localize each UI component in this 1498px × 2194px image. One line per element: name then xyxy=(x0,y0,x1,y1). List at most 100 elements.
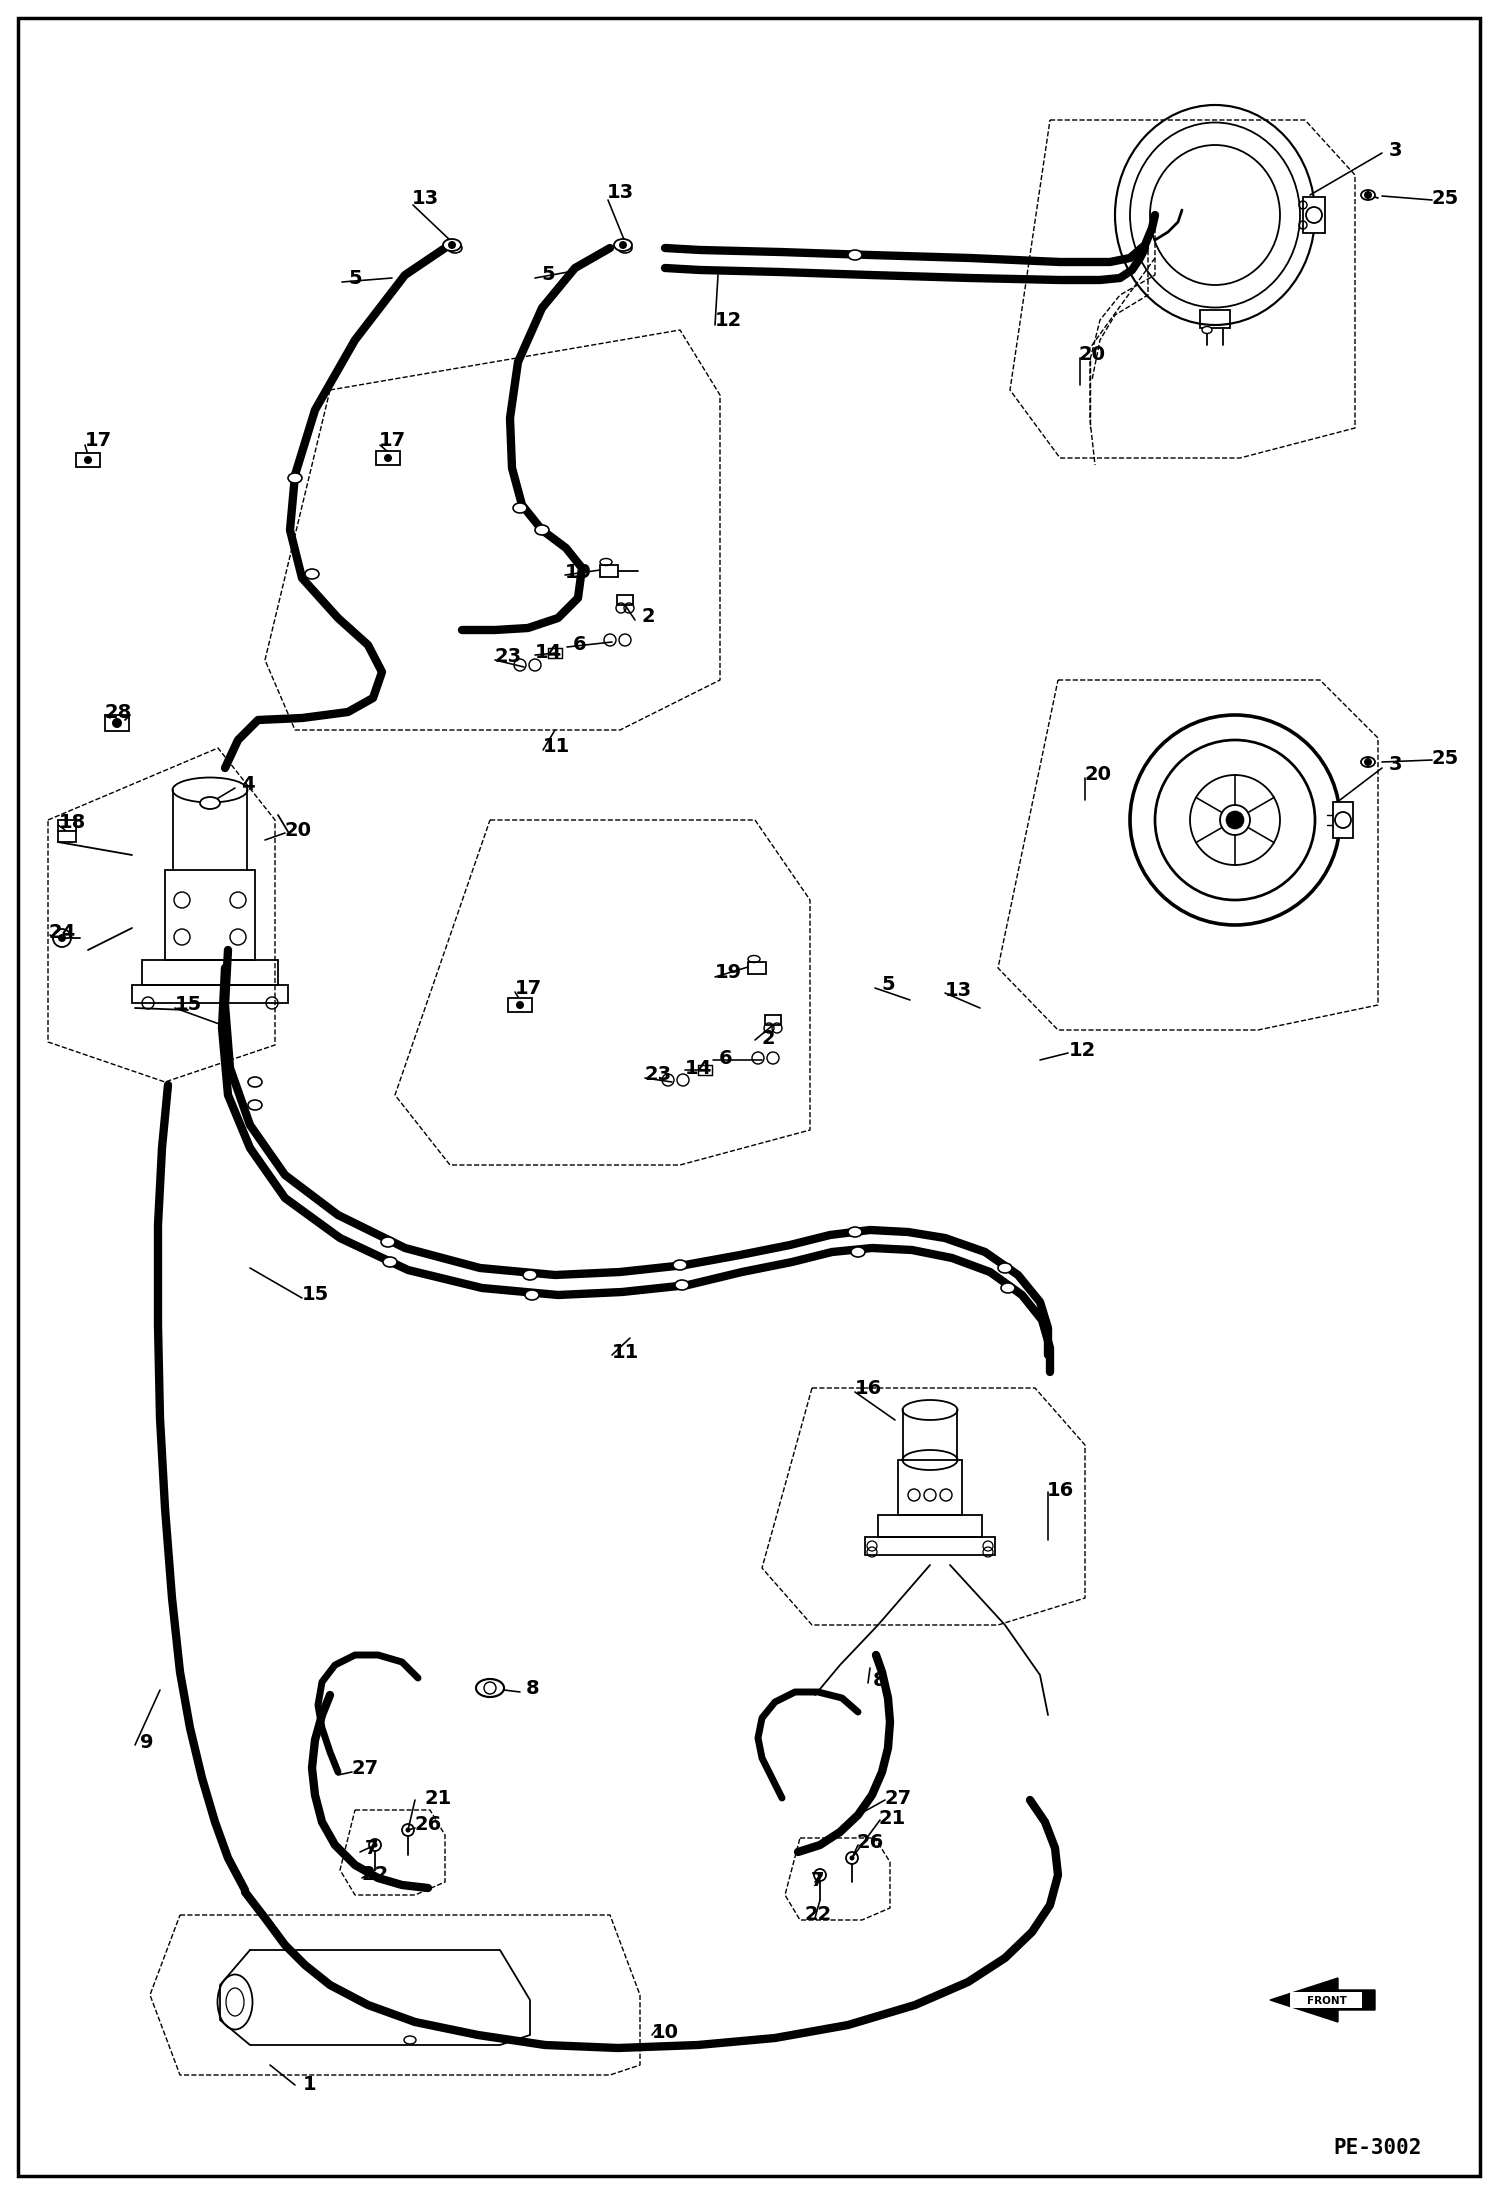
Ellipse shape xyxy=(523,1270,536,1279)
Ellipse shape xyxy=(249,1099,262,1110)
Text: 9: 9 xyxy=(141,1733,154,1751)
Ellipse shape xyxy=(476,1678,503,1696)
Ellipse shape xyxy=(676,1279,689,1290)
Text: 25: 25 xyxy=(1432,748,1459,768)
Circle shape xyxy=(515,1000,524,1009)
Text: 2: 2 xyxy=(761,1029,774,1047)
Ellipse shape xyxy=(998,1264,1013,1273)
Text: 7: 7 xyxy=(812,1871,825,1889)
Circle shape xyxy=(84,456,91,463)
Text: PE-3002: PE-3002 xyxy=(1333,2137,1422,2159)
Text: 12: 12 xyxy=(715,312,742,329)
Circle shape xyxy=(406,1828,410,1832)
Text: 20: 20 xyxy=(285,821,312,840)
Text: 5: 5 xyxy=(881,976,894,994)
Ellipse shape xyxy=(380,1237,395,1246)
Ellipse shape xyxy=(306,568,319,579)
Bar xyxy=(1200,309,1230,327)
Text: 6: 6 xyxy=(719,1049,733,1068)
Bar xyxy=(698,1064,712,1075)
Bar xyxy=(105,715,129,731)
Text: 16: 16 xyxy=(1047,1481,1074,1499)
Text: 5: 5 xyxy=(541,265,554,285)
Bar xyxy=(864,1538,995,1556)
Text: 13: 13 xyxy=(944,981,972,1000)
Ellipse shape xyxy=(851,1246,864,1257)
Bar xyxy=(897,1459,962,1516)
Text: 12: 12 xyxy=(1068,1040,1095,1060)
Text: FRONT: FRONT xyxy=(1308,1997,1347,2005)
Text: 23: 23 xyxy=(494,647,521,667)
Polygon shape xyxy=(1270,1979,1375,2023)
Bar xyxy=(617,595,634,606)
Text: 14: 14 xyxy=(535,643,562,663)
Bar xyxy=(1303,197,1326,233)
Ellipse shape xyxy=(1362,757,1375,768)
Text: 3: 3 xyxy=(1389,755,1402,774)
Circle shape xyxy=(849,1856,854,1861)
Bar xyxy=(548,647,562,658)
Text: 18: 18 xyxy=(58,812,85,832)
Text: 22: 22 xyxy=(361,1865,388,1885)
Bar xyxy=(765,1016,780,1025)
Bar xyxy=(508,998,532,1011)
Bar xyxy=(376,452,400,465)
Bar xyxy=(878,1516,983,1538)
Circle shape xyxy=(448,241,455,248)
Text: 11: 11 xyxy=(611,1343,638,1362)
Text: 26: 26 xyxy=(415,1814,442,1834)
Ellipse shape xyxy=(848,250,861,261)
Text: 21: 21 xyxy=(878,1808,906,1828)
Ellipse shape xyxy=(201,796,220,810)
Text: 15: 15 xyxy=(174,996,202,1014)
Circle shape xyxy=(112,717,121,728)
Text: 23: 23 xyxy=(644,1066,671,1084)
Text: 26: 26 xyxy=(857,1832,884,1852)
Text: 27: 27 xyxy=(352,1760,379,1777)
Circle shape xyxy=(1365,757,1372,766)
Text: 1: 1 xyxy=(303,2076,316,2095)
Circle shape xyxy=(58,935,66,941)
Text: 17: 17 xyxy=(84,430,111,450)
Text: 25: 25 xyxy=(1432,189,1459,208)
Text: 11: 11 xyxy=(542,737,569,757)
Bar xyxy=(601,566,619,577)
Ellipse shape xyxy=(1001,1283,1016,1292)
Text: 16: 16 xyxy=(854,1378,882,1398)
Text: 21: 21 xyxy=(424,1788,451,1808)
Text: 13: 13 xyxy=(607,184,634,202)
Text: 7: 7 xyxy=(366,1839,379,1858)
Text: 20: 20 xyxy=(1079,344,1106,364)
Circle shape xyxy=(1365,191,1372,200)
Circle shape xyxy=(383,454,392,463)
Text: 3: 3 xyxy=(1389,140,1402,160)
Ellipse shape xyxy=(673,1259,688,1270)
Text: 20: 20 xyxy=(1085,766,1112,785)
Text: 10: 10 xyxy=(652,2023,679,2040)
Ellipse shape xyxy=(619,244,632,252)
Text: 4: 4 xyxy=(241,774,255,794)
Bar xyxy=(76,452,100,467)
Bar xyxy=(58,821,76,842)
Text: 6: 6 xyxy=(574,636,587,654)
Text: 19: 19 xyxy=(565,562,592,581)
Text: 14: 14 xyxy=(685,1058,712,1077)
Ellipse shape xyxy=(614,239,632,250)
Text: 24: 24 xyxy=(48,921,75,941)
Text: 8: 8 xyxy=(526,1678,539,1698)
Bar xyxy=(132,985,288,1003)
Ellipse shape xyxy=(288,474,303,483)
Ellipse shape xyxy=(535,524,548,535)
Circle shape xyxy=(373,1843,377,1847)
Bar xyxy=(165,871,255,961)
Ellipse shape xyxy=(524,1290,539,1301)
Text: 22: 22 xyxy=(804,1907,831,1924)
Text: 17: 17 xyxy=(379,430,406,450)
Bar xyxy=(1333,803,1353,838)
Text: 27: 27 xyxy=(884,1788,912,1808)
Ellipse shape xyxy=(848,1226,861,1237)
Circle shape xyxy=(619,241,628,248)
Ellipse shape xyxy=(448,244,461,252)
Text: 2: 2 xyxy=(641,608,655,627)
Ellipse shape xyxy=(249,1077,262,1086)
